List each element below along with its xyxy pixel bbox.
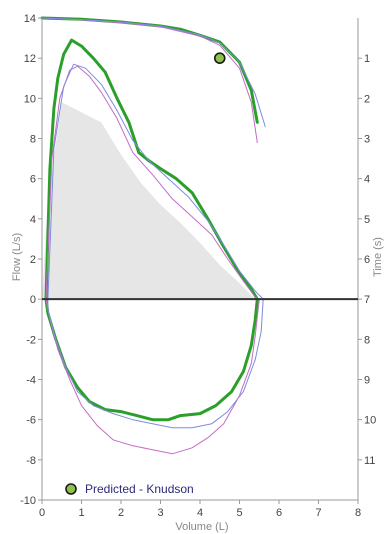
x-tick-label: 6	[276, 507, 282, 519]
predicted-point	[213, 52, 226, 64]
predicted-area	[42, 102, 256, 300]
volume-time-curve-0	[40, 16, 259, 124]
y-tick-label: 6	[30, 174, 36, 186]
y2-tick-label: 4	[364, 174, 370, 186]
y2-tick-label: 6	[364, 254, 370, 266]
y-tick-label: 0	[30, 294, 36, 306]
y2-tick-label: 3	[364, 134, 370, 146]
x-tick-label: 5	[236, 507, 242, 519]
x-tick-label: 4	[197, 507, 203, 519]
y2-tick-label: 9	[364, 375, 370, 387]
x-axis-label: Volume (L)	[175, 521, 228, 533]
y-tick-label: -8	[26, 455, 36, 467]
y2-tick-label: 8	[364, 334, 370, 346]
y2-tick-label: 11	[364, 455, 375, 467]
y-tick-label: 10	[24, 93, 36, 105]
legend-marker	[65, 483, 77, 495]
predicted-area-layer	[42, 102, 256, 300]
y2-tick-label: 2	[364, 93, 370, 105]
y-tick-label: -4	[26, 375, 36, 387]
x-tick-label: 8	[355, 507, 361, 519]
legend: Predicted - Knudson	[65, 482, 194, 496]
y2-tick-label: 5	[364, 214, 370, 226]
marks-layer	[213, 52, 226, 64]
y-tick-label: 2	[30, 254, 36, 266]
y-tick-label: 12	[24, 53, 36, 65]
y-tick-label: 14	[24, 13, 36, 25]
y-tick-label: 8	[30, 134, 36, 146]
ticks-layer: 0 1 2 3 4 5 6 7 8-10-8-6-4-202468101214123456789…	[20, 13, 376, 519]
y-tick-label: -2	[26, 334, 36, 346]
volume-time-curve-2	[41, 17, 266, 127]
legend-label: Predicted - Knudson	[85, 482, 194, 496]
x-tick-label: 1	[78, 507, 84, 519]
y2-tick-label: 1	[364, 53, 370, 65]
y2-axis-label: Time (s)	[372, 237, 384, 277]
y-axis-label: Flow (L/s)	[11, 233, 23, 281]
y2-tick-label: 7	[364, 294, 370, 306]
flow-volume-loop-2	[47, 63, 264, 429]
x-tick-label: 2	[118, 507, 124, 519]
volume-time-curve-1	[41, 17, 258, 143]
series-layer	[40, 16, 266, 455]
x-tick-label: 3	[157, 507, 163, 519]
flow-volume-loop-0	[44, 38, 259, 422]
y2-tick-label: 10	[364, 415, 376, 427]
x-tick-label: 7	[315, 507, 321, 519]
x-tick-label: 0	[39, 507, 45, 519]
y-tick-label: -10	[20, 495, 36, 507]
y-tick-label: 4	[30, 214, 36, 226]
y-tick-label: -6	[26, 415, 36, 427]
